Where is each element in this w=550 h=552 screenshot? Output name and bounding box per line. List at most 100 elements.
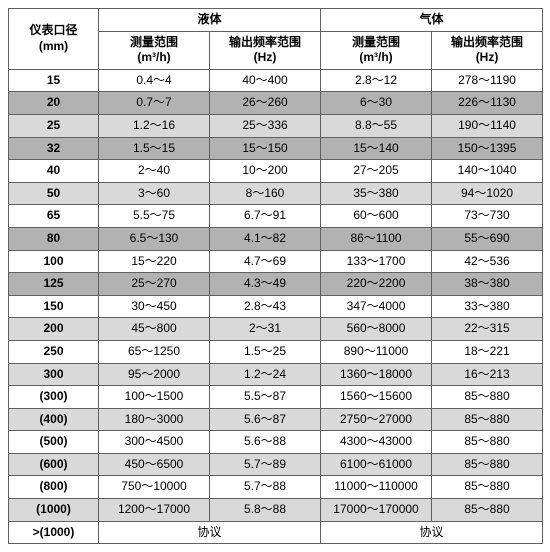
cell-liq-freq: 1.5～25 — [210, 340, 321, 363]
cell-dia: 250 — [9, 340, 99, 363]
cell-gas-freq: 38～380 — [432, 273, 543, 296]
table-row: 321.5～1515～15015～140150～1395 — [9, 137, 543, 160]
cell-gas-freq: 55～690 — [432, 227, 543, 250]
cell-gas-range: 890～11000 — [321, 340, 432, 363]
cell-liq-range: 0.4～4 — [99, 69, 210, 92]
cell-liq-freq: 5.7～88 — [210, 476, 321, 499]
cell-dia: 40 — [9, 160, 99, 183]
cell-gas-range: 60～600 — [321, 205, 432, 228]
table-row: 12525～2704.3～49220～220038～380 — [9, 273, 543, 296]
cell-liq-freq: 26～260 — [210, 92, 321, 115]
table-row: 503～608～16035～38094～1020 — [9, 182, 543, 205]
cell-liq-freq: 8～160 — [210, 182, 321, 205]
cell-liq-range: 450～6500 — [99, 453, 210, 476]
cell-gas-range: 133～1700 — [321, 250, 432, 273]
cell-liq-freq: 6.7～91 — [210, 205, 321, 228]
cell-liq-freq: 5.6～87 — [210, 408, 321, 431]
cell-liq-range: 6.5～130 — [99, 227, 210, 250]
cell-gas-range: 347～4000 — [321, 295, 432, 318]
cell-gas-freq: 278～1190 — [432, 69, 543, 92]
table-row: 251.2～1625～3368.8～55190～1140 — [9, 114, 543, 137]
cell-gas-range: 2.8～12 — [321, 69, 432, 92]
table-row: (500)300～45005.6～884300～4300085～880 — [9, 431, 543, 454]
cell-liq-freq: 5.8～88 — [210, 499, 321, 522]
cell-gas-freq: 150～1395 — [432, 137, 543, 160]
cell-liq-freq: 1.2～24 — [210, 363, 321, 386]
cell-gas-freq: 190～1140 — [432, 114, 543, 137]
table-row: 402～4010～20027～205140～1040 — [9, 160, 543, 183]
cell-gas-range: 1360～18000 — [321, 363, 432, 386]
cell-liq-freq: 2～31 — [210, 318, 321, 341]
header-gas: 气体 — [321, 9, 543, 32]
cell-liq-range: 2～40 — [99, 160, 210, 183]
cell-gas-range: 17000～170000 — [321, 499, 432, 522]
cell-dia: 15 — [9, 69, 99, 92]
cell-liq-freq: 2.8～43 — [210, 295, 321, 318]
table-header: 仪表口径 (mm) 液体 气体 测量范围 (m³/h) 输出频率范围 (Hz) … — [9, 9, 543, 70]
header-meter-dia-unit: (mm) — [39, 39, 68, 53]
cell-liq-range: 25～270 — [99, 273, 210, 296]
cell-dia: 150 — [9, 295, 99, 318]
table-row: (600)450～65005.7～896100～6100085～880 — [9, 453, 543, 476]
cell-gas-freq: 85～880 — [432, 431, 543, 454]
header-gas-range: 测量范围 (m³/h) — [321, 31, 432, 69]
cell-gas-freq: 18～221 — [432, 340, 543, 363]
cell-liq-freq: 15～150 — [210, 137, 321, 160]
cell-gas-freq: 42～536 — [432, 250, 543, 273]
cell-liq-freq: 5.6～88 — [210, 431, 321, 454]
cell-dia: (600) — [9, 453, 99, 476]
table-row: 20045～8002～31560～800022～315 — [9, 318, 543, 341]
cell-gas-range: 1560～15600 — [321, 386, 432, 409]
cell-dia: (300) — [9, 386, 99, 409]
cell-liq-range: 750～10000 — [99, 476, 210, 499]
cell-gas-range: 35～380 — [321, 182, 432, 205]
header-liq-freq: 输出频率范围 (Hz) — [210, 31, 321, 69]
table-row: (300)100～15005.5～871560～1560085～880 — [9, 386, 543, 409]
cell-liq-range: 5.5～75 — [99, 205, 210, 228]
cell-gas-merged: 协议 — [321, 521, 543, 544]
cell-liq-range: 1200～17000 — [99, 499, 210, 522]
cell-gas-freq: 85～880 — [432, 408, 543, 431]
cell-gas-range: 15～140 — [321, 137, 432, 160]
cell-gas-range: 2750～27000 — [321, 408, 432, 431]
cell-gas-range: 6100～61000 — [321, 453, 432, 476]
table-row: 655.5～756.7～9160～60073～730 — [9, 205, 543, 228]
cell-dia: (1000) — [9, 499, 99, 522]
cell-liq-freq: 25～336 — [210, 114, 321, 137]
cell-dia: 300 — [9, 363, 99, 386]
cell-dia: (800) — [9, 476, 99, 499]
cell-dia: 32 — [9, 137, 99, 160]
cell-gas-range: 6～30 — [321, 92, 432, 115]
cell-liq-freq: 4.7～69 — [210, 250, 321, 273]
cell-gas-freq: 140～1040 — [432, 160, 543, 183]
cell-gas-range: 560～8000 — [321, 318, 432, 341]
cell-dia: 50 — [9, 182, 99, 205]
cell-dia: 25 — [9, 114, 99, 137]
cell-gas-freq: 226～1130 — [432, 92, 543, 115]
cell-dia: 100 — [9, 250, 99, 273]
cell-gas-range: 27～205 — [321, 160, 432, 183]
cell-dia: 20 — [9, 92, 99, 115]
cell-gas-range: 220～2200 — [321, 273, 432, 296]
header-meter-dia: 仪表口径 (mm) — [9, 9, 99, 70]
table-body: 150.4～440～4002.8～12278～1190200.7～726～260… — [9, 69, 543, 543]
table-row: 200.7～726～2606～30226～1130 — [9, 92, 543, 115]
cell-gas-freq: 85～880 — [432, 386, 543, 409]
cell-dia: >(1000) — [9, 521, 99, 544]
cell-liq-range: 3～60 — [99, 182, 210, 205]
spec-table: 仪表口径 (mm) 液体 气体 测量范围 (m³/h) 输出频率范围 (Hz) … — [8, 8, 543, 544]
cell-dia: (400) — [9, 408, 99, 431]
cell-gas-freq: 85～880 — [432, 476, 543, 499]
cell-dia: 125 — [9, 273, 99, 296]
cell-liq-range: 30～450 — [99, 295, 210, 318]
cell-liq-range: 180～3000 — [99, 408, 210, 431]
table-row: (800)750～100005.7～8811000～11000085～880 — [9, 476, 543, 499]
table-row: >(1000)协议协议 — [9, 521, 543, 544]
cell-gas-freq: 16～213 — [432, 363, 543, 386]
cell-liq-freq: 4.3～49 — [210, 273, 321, 296]
table-row: (400)180～30005.6～872750～2700085～880 — [9, 408, 543, 431]
cell-gas-freq: 85～880 — [432, 453, 543, 476]
table-row: 806.5～1304.1～8286～110055～690 — [9, 227, 543, 250]
cell-liq-range: 1.2～16 — [99, 114, 210, 137]
cell-gas-range: 8.8～55 — [321, 114, 432, 137]
